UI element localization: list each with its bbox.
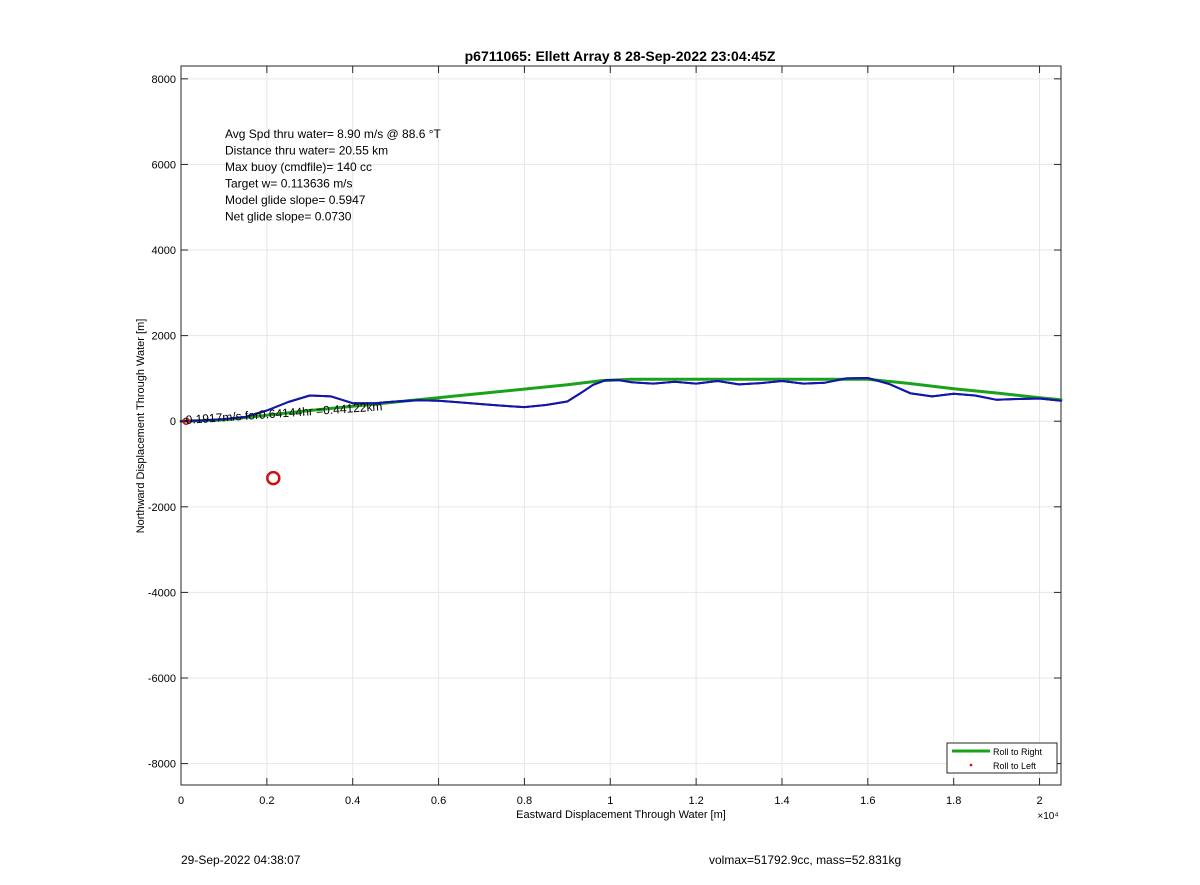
x-axis-label: Eastward Displacement Through Water [m]	[516, 809, 726, 821]
x-tick-label: 1.8	[946, 795, 961, 807]
chart-title: p6711065: Ellett Array 8 28-Sep-2022 23:…	[465, 48, 776, 64]
x-tick-label: 0	[178, 795, 184, 807]
annotation-line: Distance thru water= 20.55 km	[225, 144, 388, 158]
axes-box	[180, 65, 1062, 786]
y-tick-label: 4000	[152, 245, 176, 257]
x-tick-label: 1.6	[860, 795, 875, 807]
annotation-line: Max buoy (cmdfile)= 140 cc	[225, 160, 372, 174]
y-axis-label: Northward Displacement Through Water [m]	[135, 319, 147, 534]
y-tick-label: 8000	[152, 74, 176, 86]
annotation-text-block: Avg Spd thru water= 8.90 m/s @ 88.6 °T Di…	[225, 127, 442, 224]
y-tick-label: -8000	[148, 759, 176, 771]
annotation-line: Net glide slope= 0.0730	[225, 210, 352, 224]
tick-layer: 0 0.2 0.4 0.6 0.8 1 1.2 1.4 1.6 1.8 2 8000 6000 4000 2…	[148, 66, 1061, 807]
legend-label-roll-left: Roll to Left	[993, 761, 1037, 771]
series-blue-track	[180, 377, 1062, 423]
legend: Roll to Right Roll to Left	[946, 742, 1058, 774]
legend-box	[946, 742, 1058, 774]
legend-swatch-roll-left	[969, 763, 973, 767]
annotation-line: Target w= 0.113636 m/s	[225, 177, 353, 191]
marker-layer	[182, 417, 281, 486]
series-roll-to-right	[179, 377, 1063, 423]
y-tick-label: 2000	[152, 331, 176, 343]
x-tick-label: 0.8	[517, 795, 532, 807]
annotation-line: Model glide slope= 0.5947	[225, 193, 366, 207]
y-tick-label: -4000	[148, 587, 176, 599]
x-tick-label: 0.2	[259, 795, 274, 807]
y-tick-label: 0	[170, 416, 176, 428]
y-tick-label: -2000	[148, 502, 176, 514]
x-tick-label: 0.6	[431, 795, 446, 807]
x-tick-label: 1.2	[688, 795, 703, 807]
x-tick-label: 1.4	[774, 795, 789, 807]
x-tick-label: 0.4	[345, 795, 360, 807]
x-tick-label: 2	[1036, 795, 1042, 807]
x-axis-exponent: ×10⁴	[1037, 811, 1058, 822]
grid-lines	[181, 66, 1061, 785]
position-marker	[266, 470, 281, 486]
footer-timestamp: 29-Sep-2022 04:38:07	[181, 853, 301, 867]
y-tick-label: -6000	[148, 673, 176, 685]
annotation-line: Avg Spd thru water= 8.90 m/s @ 88.6 °T	[225, 127, 442, 141]
legend-label-roll-right: Roll to Right	[993, 747, 1043, 757]
x-tick-label: 1	[607, 795, 613, 807]
y-tick-label: 6000	[152, 159, 176, 171]
series-layer	[179, 377, 1063, 423]
footer-volume-mass: volmax=51792.9cc, mass=52.831kg	[709, 853, 902, 867]
